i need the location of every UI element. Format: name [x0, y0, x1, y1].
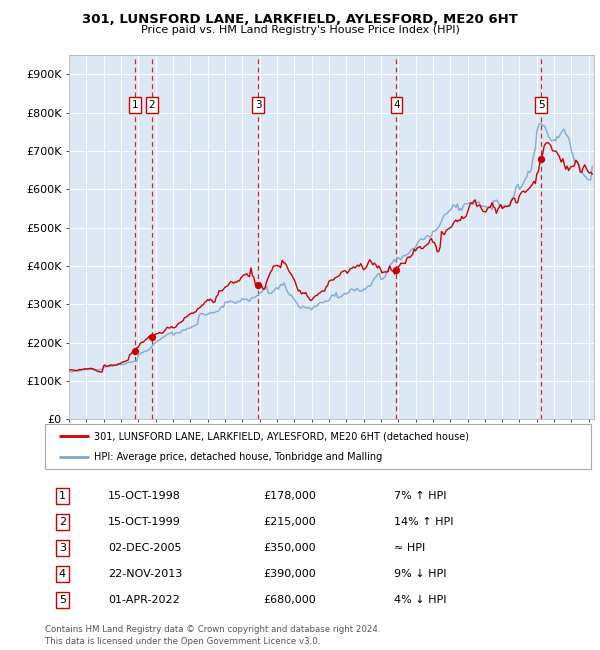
Text: 2: 2 [149, 100, 155, 110]
Text: 3: 3 [59, 543, 66, 553]
Text: 301, LUNSFORD LANE, LARKFIELD, AYLESFORD, ME20 6HT: 301, LUNSFORD LANE, LARKFIELD, AYLESFORD… [82, 13, 518, 26]
Text: 301, LUNSFORD LANE, LARKFIELD, AYLESFORD, ME20 6HT (detached house): 301, LUNSFORD LANE, LARKFIELD, AYLESFORD… [94, 431, 469, 441]
Text: 22-NOV-2013: 22-NOV-2013 [108, 569, 182, 579]
Text: This data is licensed under the Open Government Licence v3.0.: This data is licensed under the Open Gov… [45, 637, 320, 646]
Text: 4: 4 [59, 569, 66, 579]
Text: £178,000: £178,000 [263, 491, 316, 501]
Text: Contains HM Land Registry data © Crown copyright and database right 2024.: Contains HM Land Registry data © Crown c… [45, 625, 380, 634]
Text: 7% ↑ HPI: 7% ↑ HPI [394, 491, 447, 501]
Text: £350,000: £350,000 [263, 543, 316, 553]
Text: 5: 5 [538, 100, 544, 110]
Text: 9% ↓ HPI: 9% ↓ HPI [394, 569, 447, 579]
Text: 1: 1 [131, 100, 138, 110]
Text: 02-DEC-2005: 02-DEC-2005 [108, 543, 181, 553]
Text: £680,000: £680,000 [263, 595, 316, 605]
Text: 3: 3 [255, 100, 262, 110]
Point [253, 280, 263, 291]
Text: 1: 1 [59, 491, 66, 501]
Point [147, 332, 157, 342]
Text: 14% ↑ HPI: 14% ↑ HPI [394, 517, 454, 527]
Text: 15-OCT-1999: 15-OCT-1999 [108, 517, 181, 527]
Text: 4: 4 [393, 100, 400, 110]
Text: 01-APR-2022: 01-APR-2022 [108, 595, 179, 605]
Text: 4% ↓ HPI: 4% ↓ HPI [394, 595, 447, 605]
Text: 15-OCT-1998: 15-OCT-1998 [108, 491, 181, 501]
Text: ≈ HPI: ≈ HPI [394, 543, 425, 553]
Text: 5: 5 [59, 595, 66, 605]
Text: HPI: Average price, detached house, Tonbridge and Malling: HPI: Average price, detached house, Tonb… [94, 452, 382, 462]
Text: 2: 2 [59, 517, 66, 527]
Point [130, 346, 139, 356]
Point [392, 265, 401, 275]
Point [536, 153, 546, 164]
Text: Price paid vs. HM Land Registry's House Price Index (HPI): Price paid vs. HM Land Registry's House … [140, 25, 460, 34]
Text: £215,000: £215,000 [263, 517, 316, 527]
Text: £390,000: £390,000 [263, 569, 316, 579]
